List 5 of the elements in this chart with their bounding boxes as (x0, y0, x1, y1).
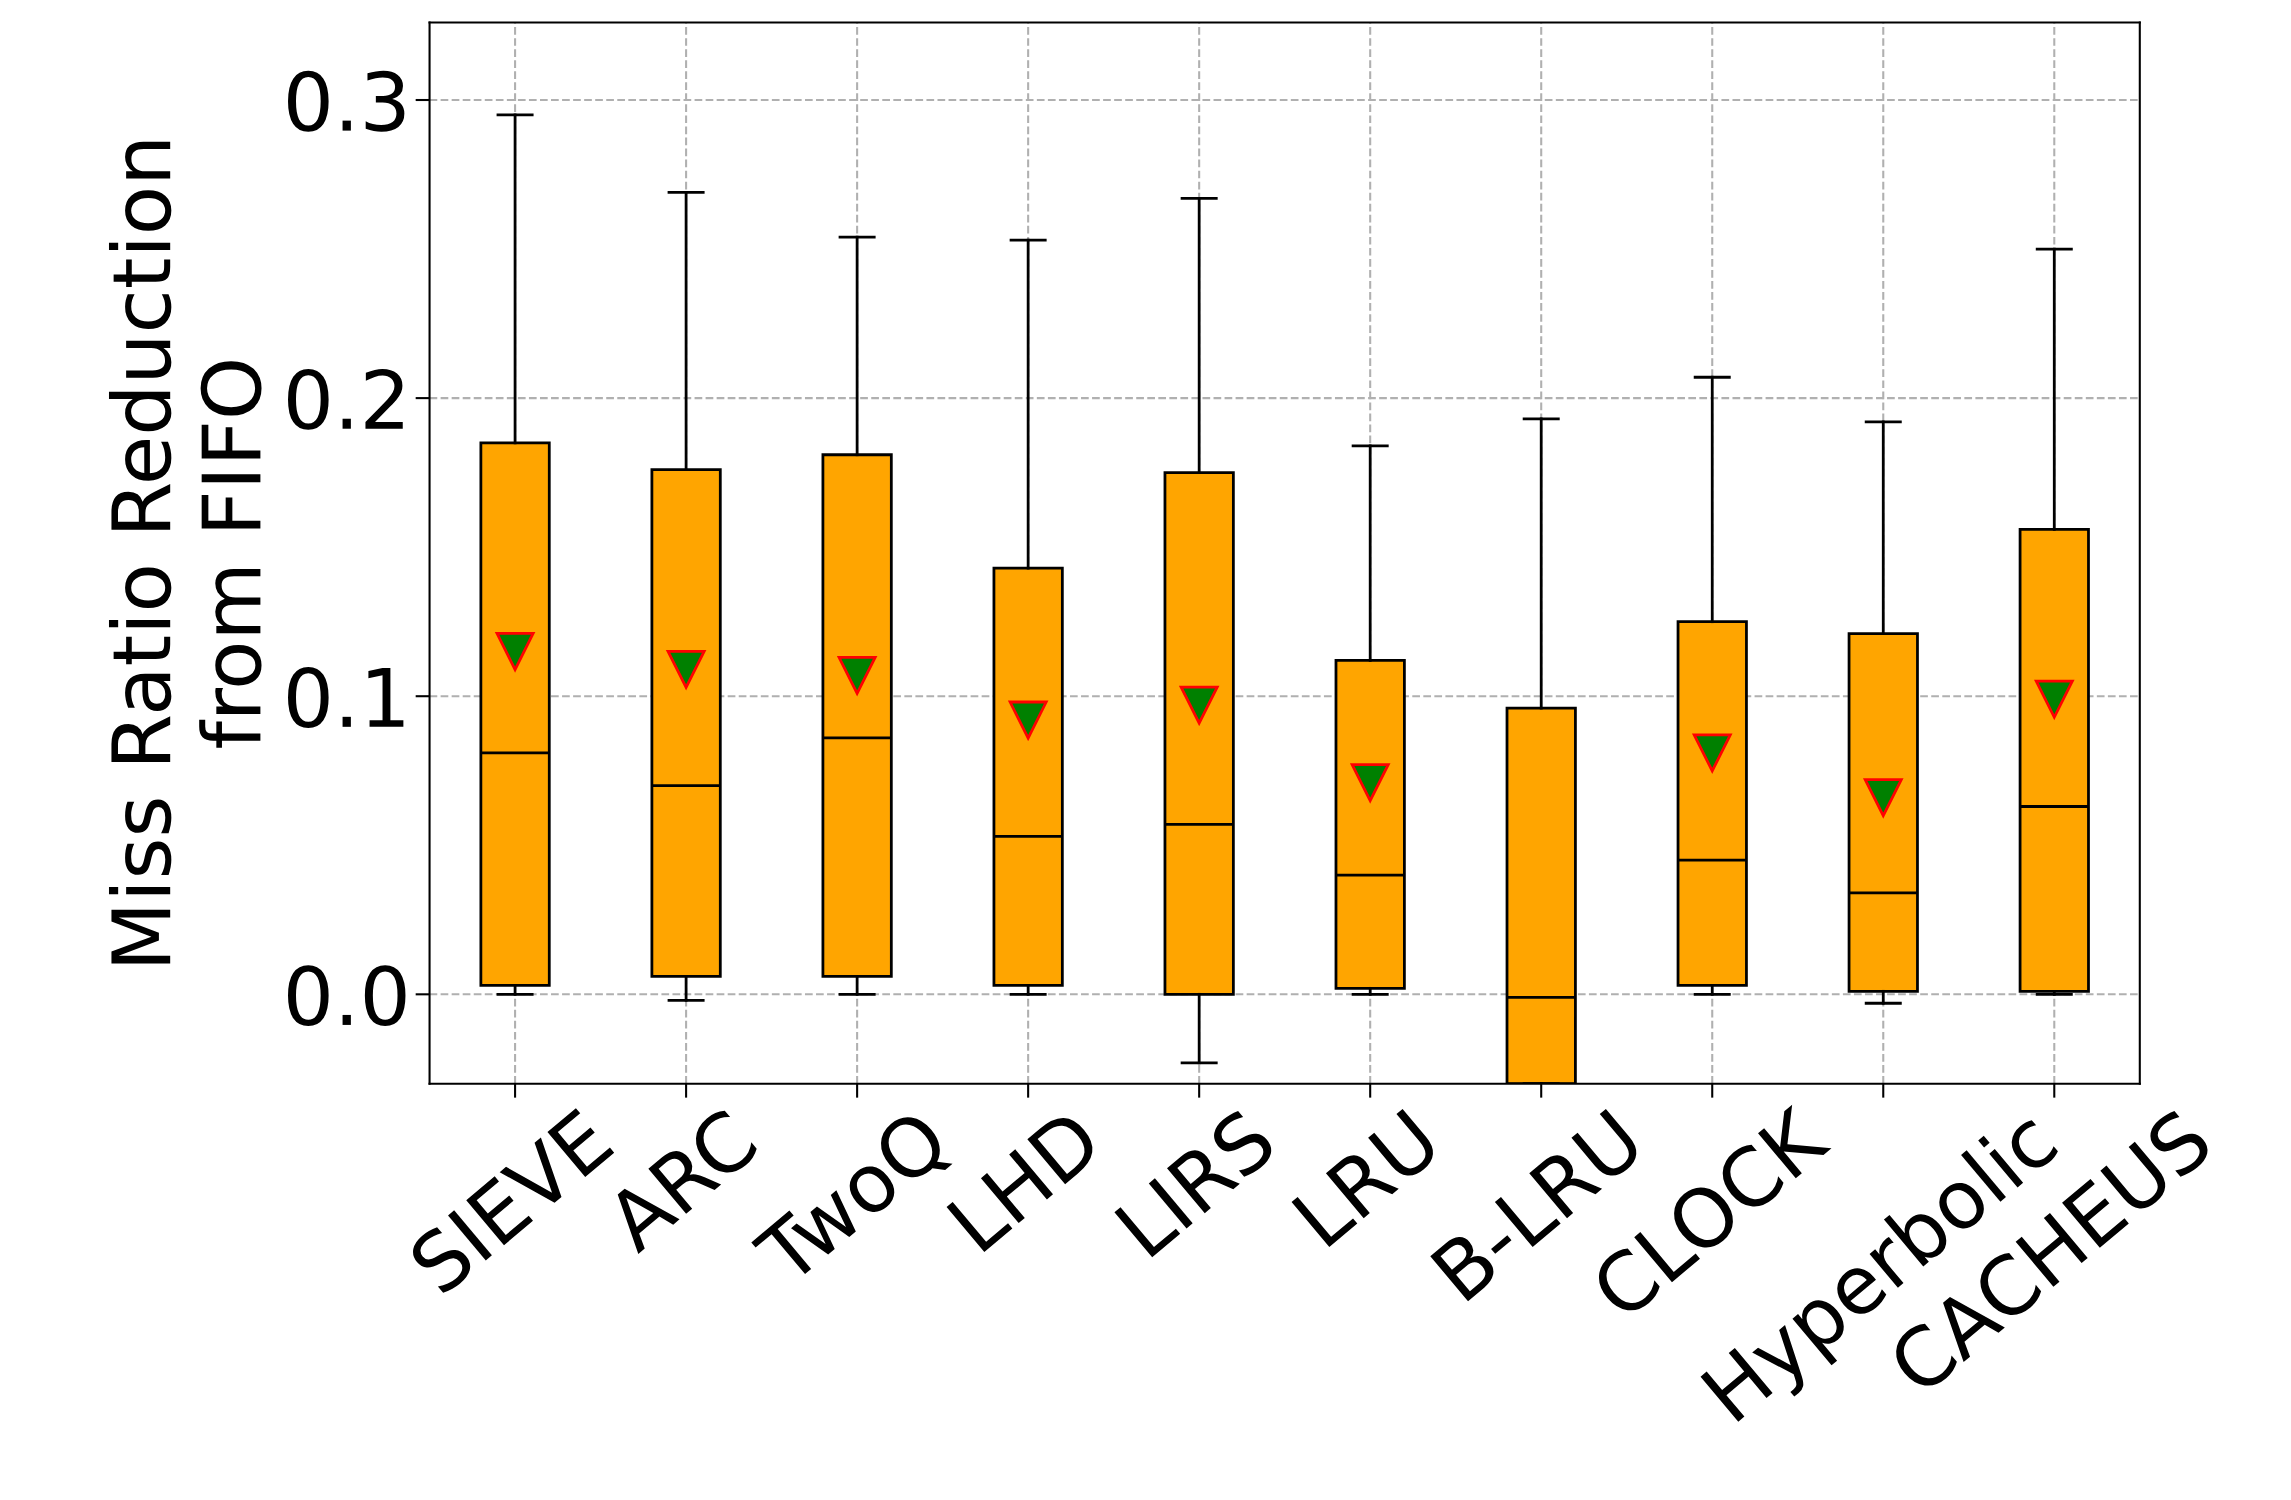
text: 0.0 (288, 965, 406, 1027)
y-axis-title: Miss Ratio Reduction from FIFO (108, 141, 262, 964)
y-tick-label: 0.2 (288, 368, 403, 430)
y-tick-label: 0.1 (288, 667, 404, 728)
y-tick-label: 0.3 (288, 70, 405, 132)
